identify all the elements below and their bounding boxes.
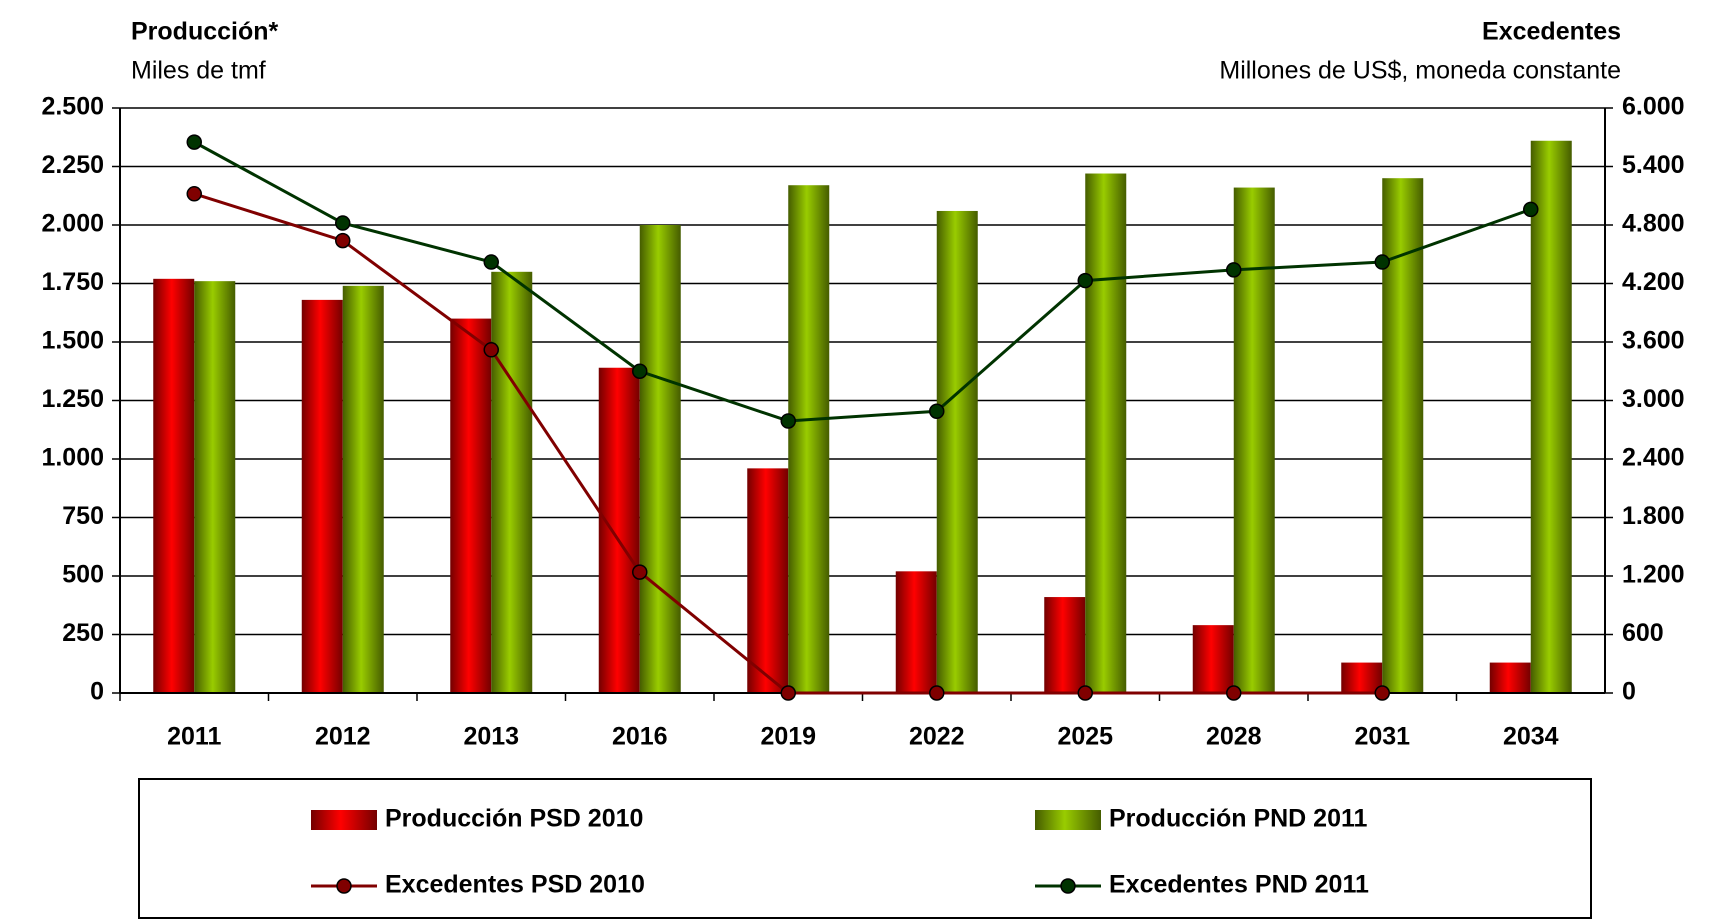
legend-label: Excedentes PND 2011 [1109, 871, 1369, 899]
legend-label: Excedentes PSD 2010 [385, 871, 645, 899]
bar [895, 571, 937, 693]
line-marker [483, 342, 499, 358]
bar [1489, 662, 1531, 693]
x-tick-label: 2011 [167, 723, 221, 751]
line-marker [335, 232, 351, 249]
y2-subtitle: Millones de US$, moneda constante [1219, 57, 1621, 85]
y2-tick-label: 0 [1622, 678, 1636, 706]
line-marker [1077, 272, 1093, 289]
bar [194, 281, 236, 693]
y-tick-label: 250 [62, 619, 104, 647]
line-marker [632, 363, 648, 379]
y-tick-label: 1.500 [41, 327, 104, 355]
y-subtitle: Miles de tmf [131, 57, 266, 85]
legend-swatch [1035, 810, 1101, 830]
legend-box [138, 778, 1592, 919]
legend-label: Producción PSD 2010 [385, 805, 643, 833]
x-tick-label: 2013 [463, 723, 519, 751]
y-tick-label: 1.000 [41, 444, 104, 472]
bar [639, 225, 681, 693]
bar [301, 299, 343, 693]
bar [1341, 662, 1383, 693]
y2-title: Excedentes [1482, 18, 1621, 46]
y2-tick-label: 3.600 [1622, 327, 1685, 355]
line-marker [1226, 262, 1242, 278]
x-tick-label: 2025 [1057, 723, 1113, 751]
line-marker [335, 215, 351, 231]
y-tick-label: 2.250 [41, 151, 104, 179]
x-tick-label: 2034 [1503, 723, 1559, 751]
bar [342, 285, 384, 693]
bar [1192, 625, 1234, 693]
bar [1085, 173, 1127, 693]
y-tick-label: 2.500 [41, 93, 104, 121]
x-tick-label: 2019 [760, 723, 816, 751]
bar [153, 278, 195, 693]
bar [450, 318, 492, 693]
y-tick-label: 500 [62, 561, 104, 589]
line-marker [632, 564, 648, 580]
line-marker [1374, 254, 1390, 270]
bar [491, 271, 533, 693]
y-tick-label: 0 [90, 678, 104, 706]
x-tick-label: 2028 [1206, 723, 1262, 751]
y2-tick-label: 1.800 [1622, 502, 1685, 530]
line-marker [1077, 685, 1093, 701]
line-marker [1226, 685, 1242, 701]
y2-tick-label: 600 [1622, 619, 1664, 647]
line [193, 140, 1532, 423]
line-marker [780, 413, 796, 429]
y2-tick-label: 2.400 [1622, 444, 1685, 472]
bar [747, 468, 789, 693]
y2-tick-label: 5.400 [1622, 151, 1685, 179]
line-marker [186, 186, 202, 202]
legend-label: Producción PND 2011 [1109, 805, 1368, 833]
y-tick-label: 1.750 [41, 268, 104, 296]
legend-swatch [311, 810, 377, 830]
bar [1233, 187, 1275, 693]
bar [1044, 597, 1086, 693]
line-marker [929, 685, 945, 701]
y-tick-label: 2.000 [41, 210, 104, 238]
y2-tick-label: 1.200 [1622, 561, 1685, 589]
legend-marker [336, 878, 352, 894]
y-tick-label: 750 [62, 502, 104, 530]
y-title: Producción* [131, 18, 279, 46]
line-marker [483, 254, 499, 270]
y2-tick-label: 6.000 [1622, 93, 1685, 121]
line-marker [186, 134, 202, 150]
y2-tick-label: 4.800 [1622, 210, 1685, 238]
legend-marker [1060, 878, 1076, 894]
line-marker [1523, 201, 1539, 218]
line-marker [780, 685, 796, 701]
y2-tick-label: 3.000 [1622, 385, 1685, 413]
x-tick-label: 2016 [612, 723, 668, 751]
x-tick-label: 2022 [909, 723, 965, 751]
y2-tick-label: 4.200 [1622, 268, 1685, 296]
bar [936, 210, 978, 693]
bar [1530, 140, 1572, 693]
line-marker [1374, 685, 1390, 701]
x-tick-label: 2012 [315, 723, 371, 751]
line-marker [929, 403, 945, 419]
bar [598, 367, 640, 693]
x-tick-label: 2031 [1354, 723, 1410, 751]
bar [788, 185, 830, 693]
y-tick-label: 1.250 [41, 385, 104, 413]
